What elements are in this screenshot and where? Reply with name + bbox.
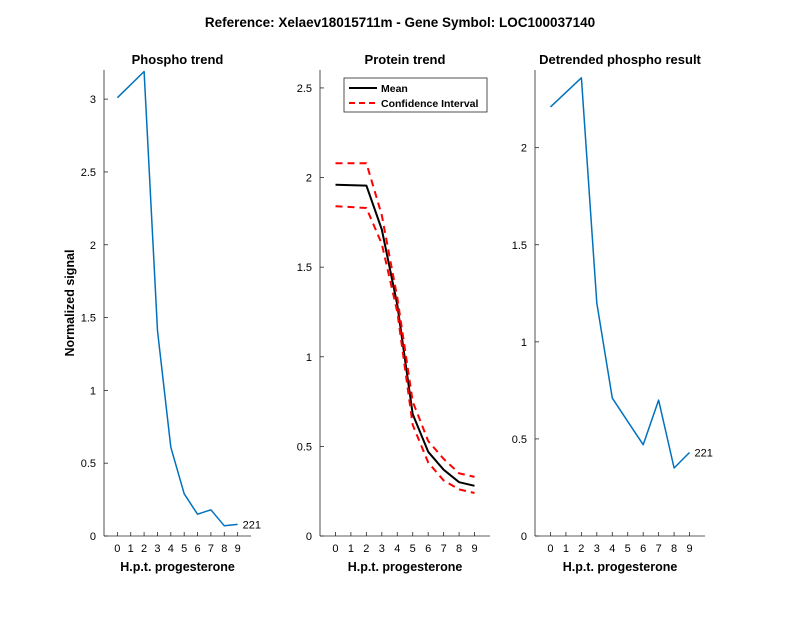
x-axis-label: H.p.t. progesterone [120, 560, 235, 574]
x-tick-label: 1 [348, 543, 354, 555]
legend-entry-mean: Mean [381, 83, 408, 95]
y-axis-label: Normalized signal [63, 250, 77, 357]
y-tick-label: 2.5 [297, 83, 312, 95]
legend-box [343, 77, 488, 113]
legend: Mean Confidence Interval [343, 77, 488, 113]
y-tick-label: 2 [521, 143, 527, 155]
y-tick-label: 1 [521, 337, 527, 349]
series-line-mean [335, 183, 475, 487]
x-tick-label: 6 [425, 543, 431, 555]
x-tick-label: 9 [235, 543, 241, 555]
axes-title: Protein trend [365, 52, 446, 67]
y-tick-label: 1.5 [512, 240, 527, 252]
x-tick-label: 8 [671, 543, 677, 555]
x-tick-label: 5 [410, 543, 416, 555]
y-tick-label: 0 [90, 531, 96, 543]
y-tick-label: 1 [90, 385, 96, 397]
x-tick-label: 0 [114, 543, 120, 555]
axes-title: Detrended phospho result [539, 52, 701, 67]
x-tick-label: 1 [128, 543, 134, 555]
axes-detrended-phospho: Detrended phospho result H.p.t. progeste… [512, 52, 713, 574]
x-tick-label: 5 [181, 543, 187, 555]
series-line-confidence-interval [335, 162, 475, 478]
y-tick-label: 2 [306, 173, 312, 185]
x-tick-label: 0 [547, 543, 553, 555]
y-tick-label: 2.5 [81, 167, 96, 179]
x-tick-label: 7 [656, 543, 662, 555]
y-tick-label: 0 [306, 531, 312, 543]
x-tick-label: 5 [625, 543, 631, 555]
y-tick-label: 3 [90, 94, 96, 106]
series-line-2 [335, 205, 475, 494]
point-annotation: 221 [695, 448, 713, 460]
x-tick-label: 7 [208, 543, 214, 555]
axes-title: Phospho trend [132, 52, 224, 67]
x-tick-label: 6 [640, 543, 646, 555]
x-tick-label: 2 [141, 543, 147, 555]
x-tick-label: 4 [609, 543, 615, 555]
x-tick-label: 3 [594, 543, 600, 555]
x-tick-label: 9 [471, 543, 477, 555]
legend-entry-confidence-interval: Confidence Interval [381, 98, 479, 110]
y-tick-label: 0.5 [512, 434, 527, 446]
y-tick-label: 0.5 [297, 441, 312, 453]
x-tick-label: 7 [441, 543, 447, 555]
x-tick-label: 1 [563, 543, 569, 555]
x-tick-label: 6 [194, 543, 200, 555]
y-tick-label: 2 [90, 240, 96, 252]
x-tick-label: 0 [332, 543, 338, 555]
series-line-0 [549, 77, 691, 469]
x-axis-label: H.p.t. progesterone [348, 560, 463, 574]
x-tick-label: 2 [363, 543, 369, 555]
x-axis-label: H.p.t. progesterone [563, 560, 678, 574]
series-line-0 [116, 70, 238, 527]
y-tick-label: 0 [521, 531, 527, 543]
axes-phospho-trend: Phospho trend H.p.t. progesterone Normal… [63, 52, 261, 574]
y-tick-label: 0.5 [81, 458, 96, 470]
x-tick-label: 3 [154, 543, 160, 555]
x-tick-label: 4 [394, 543, 400, 555]
figure-suptitle: Reference: Xelaev18015711m - Gene Symbol… [205, 15, 595, 30]
x-tick-label: 4 [168, 543, 174, 555]
y-tick-label: 1.5 [81, 313, 96, 325]
x-tick-label: 2 [578, 543, 584, 555]
point-annotation: 221 [243, 519, 261, 531]
x-tick-label: 3 [379, 543, 385, 555]
x-tick-label: 8 [221, 543, 227, 555]
y-tick-label: 1 [306, 352, 312, 364]
y-tick-label: 1.5 [297, 262, 312, 274]
x-tick-label: 8 [456, 543, 462, 555]
x-tick-label: 9 [686, 543, 692, 555]
